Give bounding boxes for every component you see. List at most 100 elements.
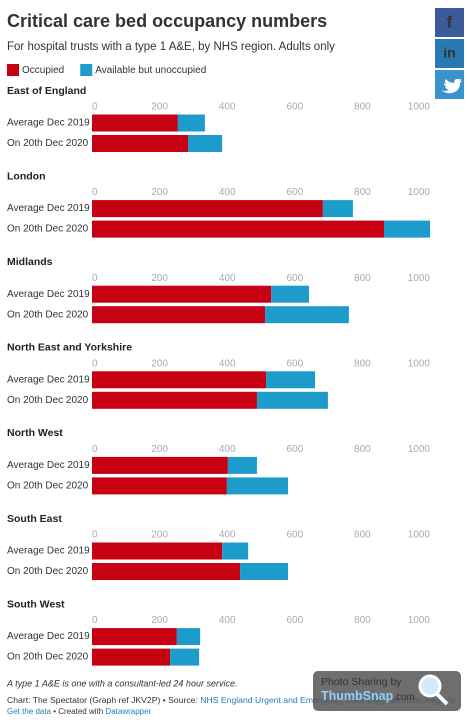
x-tick-label: 0 xyxy=(92,444,98,455)
bar-segment xyxy=(92,648,171,666)
x-tick-label: 1000 xyxy=(408,615,431,626)
chart-subtitle: For hospital trusts with a type 1 A&E, b… xyxy=(7,41,335,53)
x-tick-label: 400 xyxy=(219,358,236,369)
facet-title: North East and Yorkshire xyxy=(7,342,132,354)
bar-segment xyxy=(177,114,205,132)
bar-segment xyxy=(271,285,309,303)
bar-segment xyxy=(92,285,272,303)
x-tick-label: 800 xyxy=(354,102,371,113)
x-tick-label: 1000 xyxy=(408,358,431,369)
x-tick-label: 600 xyxy=(286,444,303,455)
x-tick-label: 400 xyxy=(219,530,236,541)
legend-label: Occupied xyxy=(22,65,64,76)
chart-title: Critical care bed occupancy numbers xyxy=(7,11,327,31)
x-tick-label: 600 xyxy=(286,530,303,541)
x-tick-label: 400 xyxy=(219,273,236,284)
x-tick-label: 600 xyxy=(286,102,303,113)
magnifier xyxy=(418,674,442,698)
category-label: Average Dec 2019 xyxy=(7,374,90,385)
x-tick-label: 1000 xyxy=(408,530,431,541)
tool-link[interactable]: Datawrapper xyxy=(105,707,151,716)
x-tick-label: 200 xyxy=(151,530,168,541)
bar-segment xyxy=(227,456,257,474)
category-label: Average Dec 2019 xyxy=(7,546,90,557)
facet-title: South East xyxy=(7,513,62,525)
bar-segment xyxy=(92,628,177,646)
bar-segment xyxy=(92,114,178,132)
category-label: Average Dec 2019 xyxy=(7,203,90,214)
legend-label: Available but unoccupied xyxy=(95,65,206,76)
x-tick-label: 800 xyxy=(354,273,371,284)
facebook-button[interactable] xyxy=(435,8,464,37)
linkedin-button[interactable] xyxy=(435,39,464,68)
bar-segment xyxy=(92,542,223,560)
category-label: Average Dec 2019 xyxy=(7,631,90,642)
facet-title: London xyxy=(7,170,45,182)
category-label: Average Dec 2019 xyxy=(7,118,90,129)
facebook-icon: f xyxy=(447,12,453,31)
bar-segment xyxy=(226,477,289,495)
bar-segment xyxy=(92,391,257,409)
x-tick-label: 800 xyxy=(354,358,371,369)
x-tick-label: 200 xyxy=(151,273,168,284)
credit-line-2: Get the data • Created with Datawrapper xyxy=(7,707,152,716)
linkedin-icon: in xyxy=(443,45,455,61)
x-tick-label: 0 xyxy=(92,615,98,626)
category-label: On 20th Dec 2020 xyxy=(7,566,89,577)
x-tick-label: 800 xyxy=(354,444,371,455)
chart-note: A type 1 A&E is one with a consultant-le… xyxy=(6,678,237,688)
watermark: Photo Sharing by ThumbSnap.com xyxy=(313,671,461,711)
category-label: On 20th Dec 2020 xyxy=(7,224,89,235)
facet-title: Midlands xyxy=(7,256,53,268)
bar-segment xyxy=(322,200,353,218)
facet-title: East of England xyxy=(7,85,86,97)
bar-segment xyxy=(170,648,200,666)
watermark-brand-name: ThumbSnap xyxy=(321,689,394,703)
x-tick-label: 0 xyxy=(92,102,98,113)
x-tick-label: 200 xyxy=(151,102,168,113)
watermark-domain: .com xyxy=(393,692,415,703)
x-tick-label: 0 xyxy=(92,187,98,198)
bar-segment xyxy=(265,306,349,324)
x-tick-label: 400 xyxy=(219,615,236,626)
x-tick-label: 0 xyxy=(92,530,98,541)
category-label: Average Dec 2019 xyxy=(7,460,90,471)
x-tick-label: 600 xyxy=(286,358,303,369)
bar-segment xyxy=(92,135,188,152)
legend: Occupied Available but unoccupied xyxy=(7,64,206,76)
x-tick-label: 0 xyxy=(92,273,98,284)
bar-segment xyxy=(92,456,228,474)
x-tick-label: 200 xyxy=(151,615,168,626)
bar-segment xyxy=(92,306,266,324)
watermark-brand: ThumbSnap.com xyxy=(321,689,415,703)
facet-title: North West xyxy=(7,427,63,439)
x-tick-label: 600 xyxy=(286,273,303,284)
bar-segment xyxy=(256,391,328,409)
magnifier-handle xyxy=(435,692,449,706)
bar-segment xyxy=(384,220,430,238)
get-data-link[interactable]: Get the data xyxy=(7,707,52,716)
created-with: • Created with xyxy=(51,707,105,716)
watermark-line: Photo Sharing by xyxy=(321,676,402,688)
x-tick-label: 800 xyxy=(354,530,371,541)
bar-segment xyxy=(92,563,241,580)
category-label: On 20th Dec 2020 xyxy=(7,138,89,149)
category-label: On 20th Dec 2020 xyxy=(7,481,89,492)
bar-segment xyxy=(187,135,223,152)
plot-area: East of England 0 200 400 600 800 1000 Average … xyxy=(7,85,430,666)
category-label: On 20th Dec 2020 xyxy=(7,309,89,320)
x-tick-label: 400 xyxy=(219,444,236,455)
x-tick-label: 800 xyxy=(354,187,371,198)
x-tick-label: 1000 xyxy=(408,102,431,113)
x-tick-label: 800 xyxy=(354,615,371,626)
x-tick-label: 200 xyxy=(151,358,168,369)
legend-swatch xyxy=(80,64,93,76)
x-tick-label: 600 xyxy=(286,615,303,626)
category-label: On 20th Dec 2020 xyxy=(7,395,89,406)
legend-swatch xyxy=(7,64,19,76)
bar-segment xyxy=(222,542,249,560)
x-tick-label: 0 xyxy=(92,358,98,369)
x-tick-label: 200 xyxy=(151,187,168,198)
category-label: Average Dec 2019 xyxy=(7,289,90,300)
